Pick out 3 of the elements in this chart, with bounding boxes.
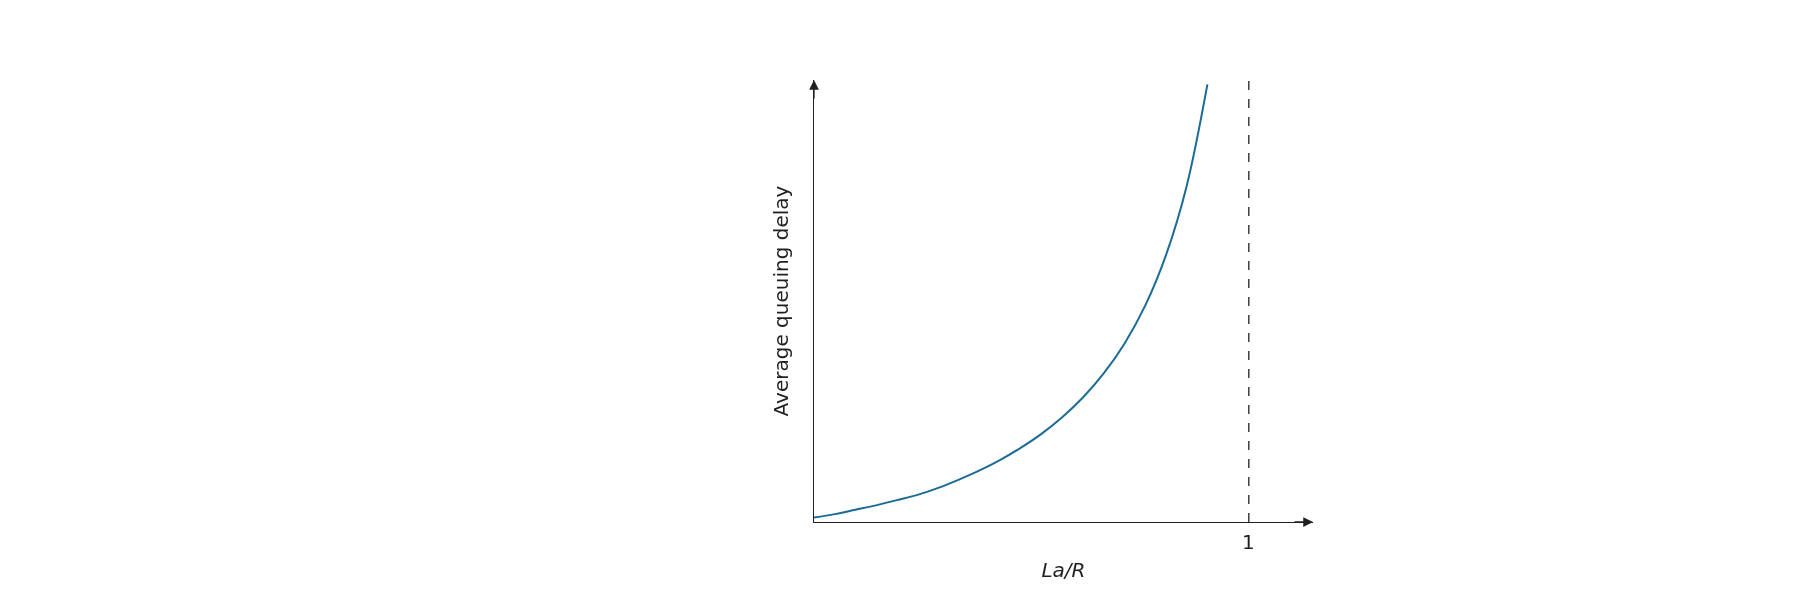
- text: 1: [1242, 530, 1255, 554]
- x-axis-title: La/R: [1041, 557, 1086, 582]
- y-axis-title: Average queuing delay: [769, 185, 794, 417]
